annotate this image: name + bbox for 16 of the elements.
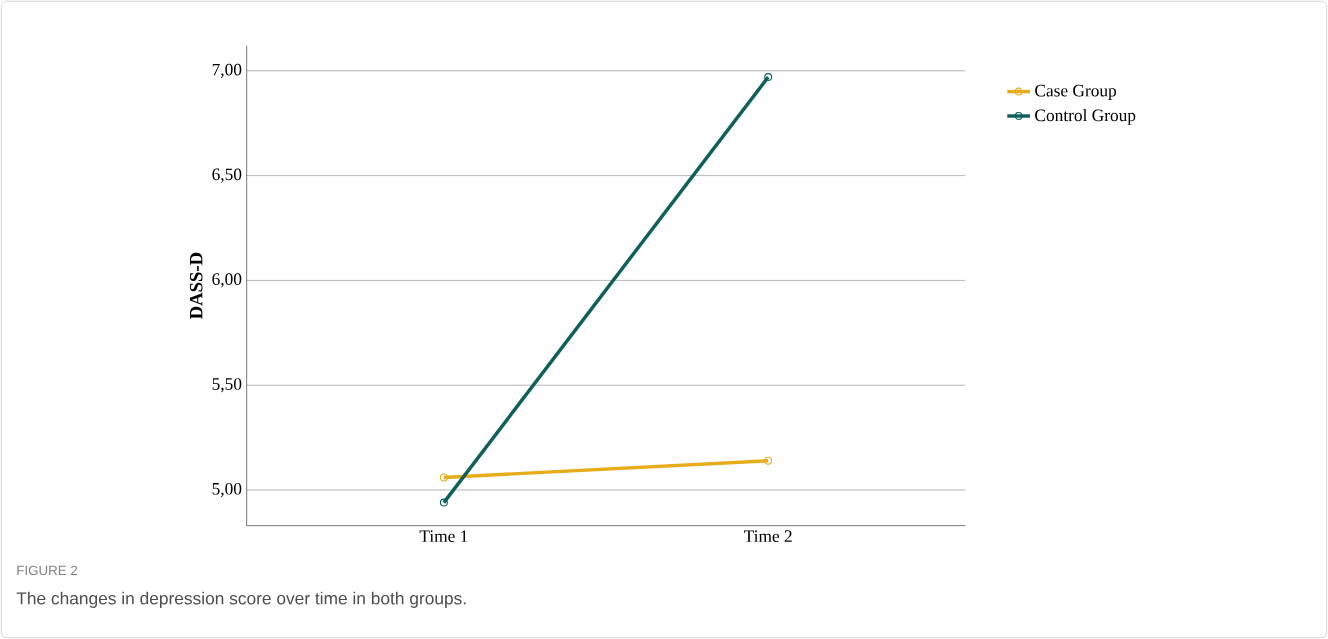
legend-label: Control Group [1035,109,1136,125]
y-tick-label: 6,50 [212,168,242,183]
point [439,498,448,507]
y-axis-title: DASS-D [189,252,203,320]
y-tick-label: 6,00 [212,273,242,288]
y-tick-label: 7,00 [212,63,242,78]
legend-label: Case Group [1035,84,1117,101]
x-tick-label: Time 1 [419,530,468,543]
point [764,456,773,465]
caption: FIGURE 2 [17,565,78,576]
text: The changes in depression score over time in both groups. [16,591,466,608]
y-tick-label: 5,50 [212,378,242,393]
point [439,473,448,482]
point [764,73,773,82]
x-tick-label: Time 2 [743,530,792,543]
y-tick-label: 5,00 [212,482,242,498]
